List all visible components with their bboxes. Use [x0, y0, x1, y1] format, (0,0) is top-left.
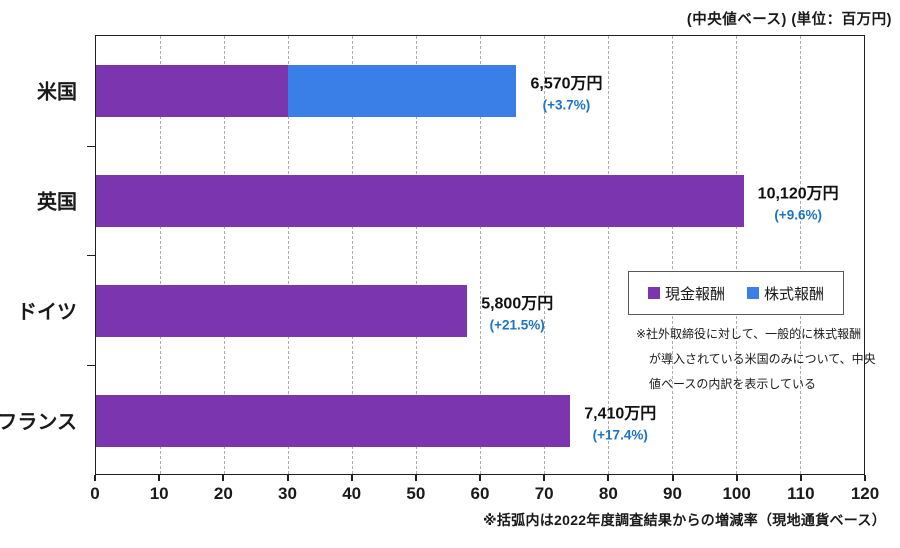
bar-row: 7,410万円 (+17.4%)	[96, 366, 864, 476]
stacked-bar	[96, 175, 744, 227]
x-axis-tick	[607, 475, 610, 481]
annotation-line: 値ベースの内訳を表示している	[649, 377, 817, 391]
x-axis-tick-label: 10	[149, 484, 169, 503]
stacked-bar	[96, 395, 571, 447]
x-axis-tick	[350, 475, 353, 481]
bar-amount: 10,120万円	[757, 185, 839, 203]
gridline	[736, 36, 737, 474]
bar-segment-cash	[96, 65, 288, 117]
gridline	[480, 36, 481, 474]
x-axis-tick	[158, 475, 161, 481]
x-axis-tick-label: 0	[90, 484, 100, 503]
annotation-note: ※社外取締役に対して、一般的に株式報酬が導入されている米国のみについて、中央 値ベ…	[636, 322, 891, 397]
legend: 現金報酬 株式報酬	[628, 271, 844, 315]
y-axis-tick	[87, 145, 95, 147]
footnote: ※括弧内は2022年度調査結果からの増減率（現地通貨ベース）	[482, 512, 886, 528]
gridline	[224, 36, 225, 474]
legend-items: 現金報酬 株式報酬	[647, 283, 824, 304]
category-label: 米国	[37, 81, 77, 104]
x-axis-tick-label: 100	[722, 484, 751, 503]
bar-value-label: 6,570万円 (+3.7%)	[530, 70, 602, 113]
bar-change: (+9.6%)	[774, 207, 822, 223]
bar-value-label: 7,410万円 (+17.4%)	[584, 400, 656, 443]
bar-row: 6,570万円 (+3.7%)	[96, 36, 864, 146]
x-axis-tick	[94, 475, 96, 481]
bar-segment-cash	[96, 175, 744, 227]
annotation-line: が導入されている米国のみについて、中央	[649, 352, 876, 366]
legend-label: 現金報酬	[664, 285, 725, 303]
annotation-line: ※社外取締役に対して、一般的に株式報酬	[636, 327, 862, 341]
x-axis-tick	[286, 475, 289, 481]
x-axis-tick-label: 80	[598, 484, 618, 503]
x-axis-tick	[414, 475, 417, 481]
y-axis-tick	[87, 364, 95, 366]
x-axis-tick	[222, 475, 225, 481]
y-axis-tick	[87, 255, 95, 256]
bar-row: 10,120万円 (+9.6%)	[96, 146, 864, 256]
stacked-bar	[96, 65, 517, 117]
x-axis-tick	[799, 475, 802, 481]
bar-segment-cash	[96, 285, 468, 337]
x-axis-tick-label: 110	[787, 484, 815, 503]
x-axis-tick	[543, 475, 546, 481]
unit-note: (中央値ベース) (単位：百万円)	[686, 12, 892, 28]
category-label: 英国	[37, 191, 77, 214]
bar-amount: 5,800万円	[481, 295, 554, 313]
gridline	[608, 36, 609, 474]
bar-row: 5,800万円 (+21.5%)	[96, 256, 864, 366]
bar-change: (+3.7%)	[542, 97, 591, 113]
legend-label: 株式報酬	[764, 285, 825, 303]
category-label: フランス	[0, 411, 77, 434]
category-label: ドイツ	[17, 301, 77, 324]
x-axis-tick-label: 20	[213, 484, 233, 503]
x-axis-tick	[864, 475, 866, 481]
x-axis: 0 10 20 30 40 50 60 70 80 90 100 110 120	[90, 475, 879, 520]
gridline	[352, 36, 353, 474]
bar-segment-stock	[287, 65, 517, 117]
x-axis-tick-label: 70	[534, 484, 554, 503]
category-labels: 米国英国ドイツフランス	[0, 35, 95, 475]
gridline	[672, 36, 673, 474]
legend-swatch-icon	[647, 287, 660, 299]
x-axis-tick-label: 30	[278, 484, 297, 503]
bar-change: (+17.4%)	[592, 427, 648, 443]
gridline	[288, 36, 289, 474]
x-axis-tick-label: 120	[850, 484, 880, 503]
x-axis-tick-label: 60	[470, 484, 490, 503]
bar-value-label: 10,120万円 (+9.6%)	[758, 180, 839, 223]
bar-segment-cash	[96, 395, 571, 447]
bar-value-label: 5,800万円 (+21.5%)	[481, 290, 553, 333]
stacked-bar	[96, 285, 468, 337]
gridline	[416, 36, 417, 474]
x-axis-tick	[735, 475, 738, 481]
x-axis-tick-label: 40	[342, 484, 362, 503]
x-axis-tick-label: 50	[406, 484, 426, 503]
x-axis-tick	[479, 475, 481, 481]
legend-item: 現金報酬	[647, 283, 725, 304]
bar-amount: 7,410万円	[584, 405, 657, 423]
plot-area: 6,570万円 (+3.7%) 10,120万円 (+9.6%) 5,800万円 (+21…	[87, 35, 865, 476]
bar-amount: 6,570万円	[530, 75, 603, 93]
x-axis-tick	[671, 475, 674, 481]
legend-item: 株式報酬	[747, 283, 824, 304]
bar-change: (+21.5%)	[489, 317, 545, 333]
x-axis-tick-label: 90	[663, 484, 682, 503]
legend-swatch-icon	[747, 287, 759, 299]
gridline	[800, 36, 801, 474]
gridline	[160, 36, 161, 474]
gridline	[544, 36, 545, 474]
